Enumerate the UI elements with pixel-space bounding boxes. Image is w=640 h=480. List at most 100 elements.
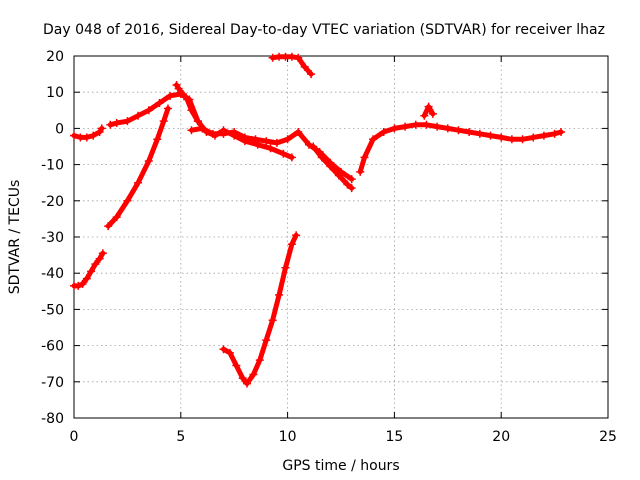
series-arc-mid-day bbox=[187, 124, 356, 184]
data-point bbox=[294, 53, 303, 62]
data-point bbox=[230, 128, 239, 137]
series-arc-v-dip bbox=[219, 231, 301, 388]
data-point bbox=[97, 124, 106, 133]
data-point bbox=[183, 95, 192, 104]
data-point bbox=[238, 374, 247, 383]
x-tick-label: 25 bbox=[599, 429, 617, 445]
data-point bbox=[74, 281, 83, 290]
data-point bbox=[294, 128, 303, 137]
series-arc-drop-dip bbox=[309, 142, 356, 193]
x-tick-label: 20 bbox=[492, 429, 510, 445]
series-arc-top-short bbox=[268, 52, 316, 79]
data-point bbox=[281, 263, 290, 272]
series-arc-peak-spike bbox=[172, 80, 202, 126]
x-tick-label: 5 bbox=[176, 429, 185, 445]
data-point bbox=[144, 156, 153, 165]
data-point bbox=[369, 135, 378, 144]
series-layer bbox=[70, 52, 566, 388]
data-point bbox=[266, 144, 275, 153]
x-tick-label: 0 bbox=[70, 429, 79, 445]
data-point bbox=[155, 99, 164, 108]
data-point bbox=[134, 178, 143, 187]
series-band bbox=[107, 91, 295, 160]
data-point bbox=[89, 131, 98, 140]
y-tick-label: -30 bbox=[41, 230, 64, 246]
data-point bbox=[268, 316, 277, 325]
data-point bbox=[243, 379, 252, 388]
data-point bbox=[198, 124, 207, 133]
data-point bbox=[78, 280, 87, 289]
data-point bbox=[550, 129, 559, 138]
series-arc-recovery-spikes bbox=[420, 102, 437, 120]
data-point bbox=[557, 128, 566, 137]
data-point bbox=[465, 128, 474, 137]
series-arc-start-low bbox=[70, 249, 107, 290]
data-point bbox=[144, 106, 153, 115]
x-tick-label: 15 bbox=[385, 429, 403, 445]
data-point bbox=[123, 196, 132, 205]
data-point bbox=[232, 361, 241, 370]
data-point bbox=[193, 117, 202, 126]
data-point bbox=[401, 122, 410, 131]
data-point bbox=[292, 231, 301, 240]
data-point bbox=[225, 348, 234, 357]
data-point bbox=[268, 53, 277, 62]
data-point bbox=[300, 62, 309, 71]
data-point bbox=[529, 133, 538, 142]
data-point bbox=[219, 345, 228, 354]
data-point bbox=[507, 135, 516, 144]
y-tick-label: 10 bbox=[46, 85, 64, 101]
data-point bbox=[420, 111, 429, 120]
data-point bbox=[112, 213, 121, 222]
data-point bbox=[539, 131, 548, 140]
data-point bbox=[70, 131, 78, 140]
data-point bbox=[343, 180, 352, 189]
data-point bbox=[159, 117, 168, 126]
data-point bbox=[428, 109, 437, 118]
data-point bbox=[104, 222, 113, 231]
data-point bbox=[134, 111, 143, 120]
data-point bbox=[347, 175, 356, 184]
data-point bbox=[208, 129, 217, 138]
data-point bbox=[486, 131, 495, 140]
y-tick-label: -60 bbox=[41, 339, 64, 355]
data-point bbox=[326, 162, 335, 171]
data-point bbox=[187, 126, 196, 135]
data-point bbox=[360, 153, 369, 162]
data-point bbox=[433, 122, 442, 131]
y-tick-label: -80 bbox=[41, 411, 64, 427]
data-point bbox=[287, 52, 296, 61]
series-arc-recovery bbox=[356, 120, 566, 176]
data-point bbox=[251, 135, 260, 144]
data-point bbox=[82, 133, 91, 142]
data-point bbox=[95, 254, 104, 263]
series-arc-morning-hump bbox=[106, 90, 296, 162]
y-tick-label: -10 bbox=[41, 158, 64, 174]
data-point bbox=[255, 356, 264, 365]
data-point bbox=[475, 129, 484, 138]
x-axis-label: GPS time / hours bbox=[282, 458, 399, 474]
data-point bbox=[275, 290, 284, 299]
data-point bbox=[187, 106, 196, 115]
series-band bbox=[310, 144, 355, 191]
data-point bbox=[106, 120, 115, 129]
data-point bbox=[287, 153, 296, 162]
y-tick-label: -50 bbox=[41, 302, 64, 318]
y-axis-label: SDTVAR / TECUs bbox=[7, 180, 23, 295]
data-point bbox=[262, 137, 271, 146]
data-point bbox=[307, 70, 316, 79]
data-point bbox=[178, 90, 187, 99]
data-point bbox=[411, 120, 420, 129]
data-point bbox=[518, 135, 527, 144]
data-point bbox=[379, 128, 388, 137]
data-point bbox=[317, 153, 326, 162]
data-point bbox=[82, 274, 91, 283]
data-point bbox=[443, 124, 452, 133]
series-arc-near-zero-early bbox=[70, 124, 106, 142]
grid bbox=[74, 56, 608, 418]
data-point bbox=[424, 102, 433, 111]
data-point bbox=[166, 91, 175, 100]
data-point bbox=[309, 142, 318, 151]
data-point bbox=[454, 126, 463, 135]
